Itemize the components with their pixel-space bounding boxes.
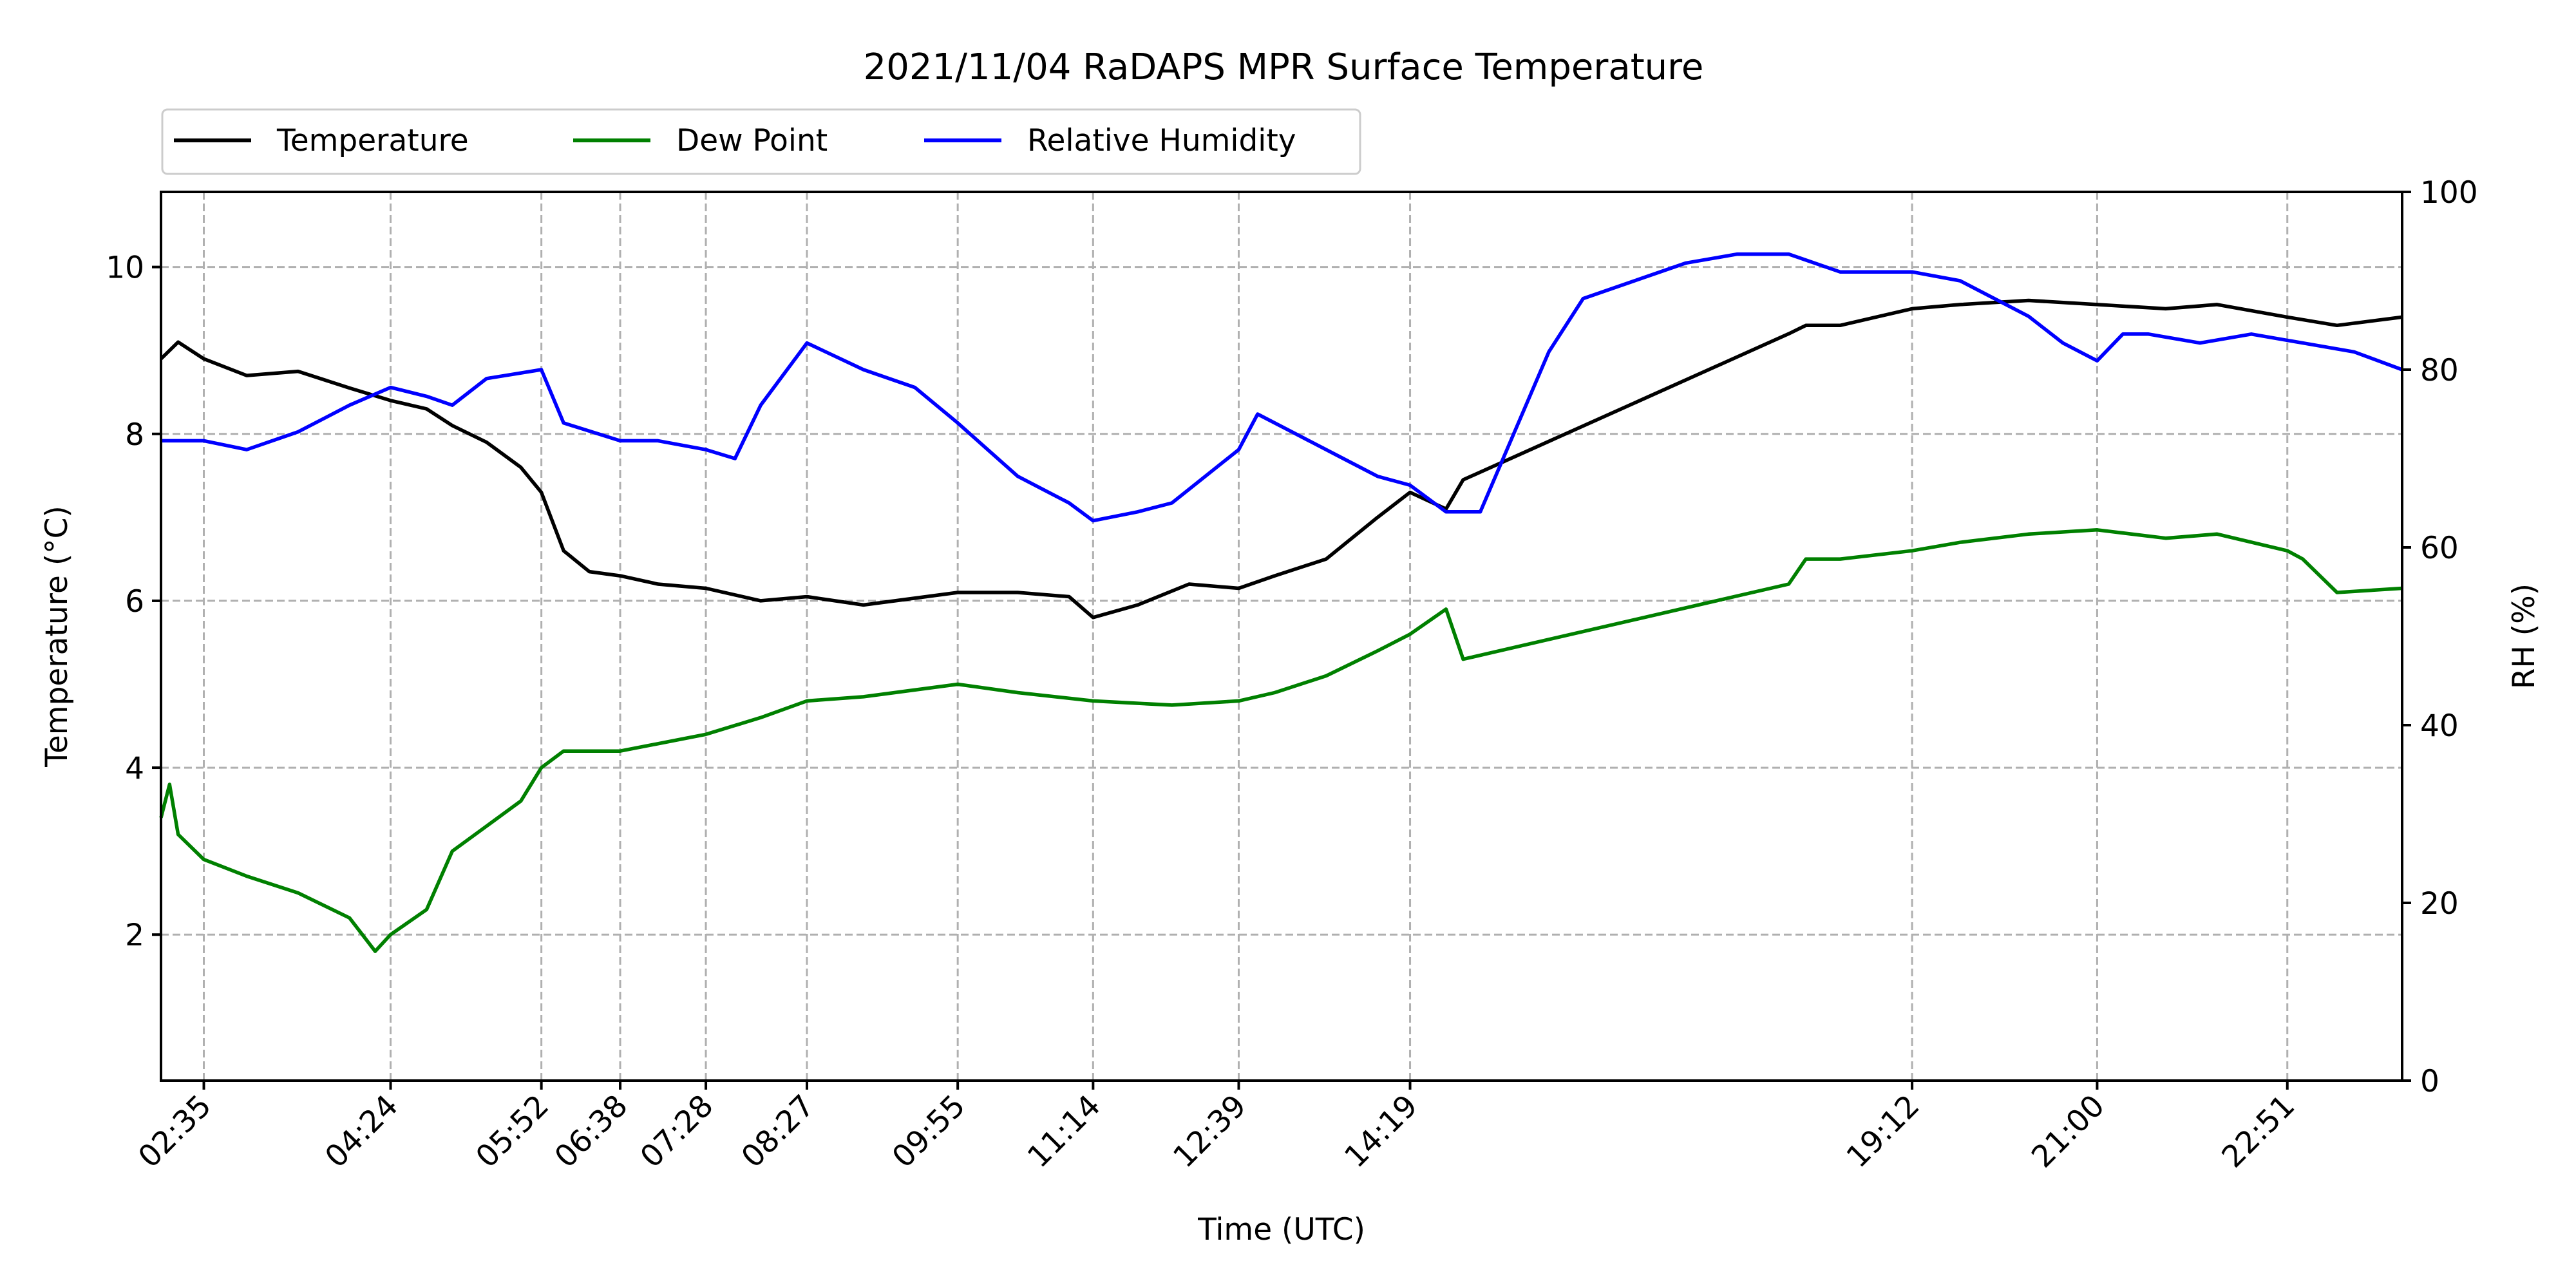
- y-tick-label: 4: [125, 751, 144, 786]
- y2-tick-label: 40: [2420, 708, 2459, 744]
- legend-label-relative-humidity: Relative Humidity: [1027, 123, 1296, 158]
- x-tick-label: 07:28: [634, 1088, 721, 1175]
- x-axis-label: Time (UTC): [1197, 1212, 1365, 1247]
- y2-tick-label: 80: [2420, 353, 2459, 388]
- y2-tick-label: 100: [2420, 175, 2478, 211]
- y2-tick-label: 60: [2420, 531, 2459, 566]
- y2-axis-label: RH (%): [2506, 583, 2542, 689]
- y2-tick-label: 20: [2420, 886, 2459, 922]
- x-tick-label: 22:51: [2215, 1088, 2302, 1175]
- y-tick-label: 10: [106, 251, 144, 286]
- y-axis-right: 0 20 40 60 80 100: [2402, 175, 2478, 1099]
- legend: Temperature Dew Point Relative Humidity: [161, 108, 1361, 175]
- series-line-temperature: [160, 298, 2403, 620]
- y-axis-left: 2 4 6 8 10: [106, 251, 161, 953]
- series-layer: [159, 252, 2403, 953]
- x-tick-label: 19:12: [1840, 1088, 1927, 1175]
- x-tick-label: 06:38: [548, 1088, 635, 1175]
- series-line-dew-point: [159, 528, 2403, 953]
- x-tick-label: 05:52: [469, 1088, 556, 1175]
- x-tick-label: 12:39: [1166, 1088, 1253, 1175]
- x-tick-label: 04:24: [318, 1088, 405, 1175]
- y-axis-label: Temperature (°C): [39, 506, 75, 768]
- y-tick-label: 2: [125, 918, 144, 953]
- y-tick-label: 8: [125, 417, 144, 453]
- plot-frame: [160, 191, 2403, 1082]
- x-tick-label: 08:27: [735, 1088, 822, 1175]
- legend-label-temperature: Temperature: [276, 123, 469, 158]
- y2-tick-label: 0: [2420, 1064, 2439, 1099]
- x-tick-label: 11:14: [1021, 1088, 1108, 1175]
- chart-title: 2021/11/04 RaDAPS MPR Surface Temperatur…: [864, 46, 1704, 88]
- x-tick-label: 02:35: [131, 1088, 218, 1175]
- x-tick-label: 14:19: [1338, 1088, 1425, 1175]
- x-tick-label: 09:55: [886, 1088, 972, 1175]
- legend-box: [161, 108, 1361, 175]
- grid: [161, 192, 2402, 1081]
- y-tick-label: 6: [125, 584, 144, 620]
- series-line-relative-humidity: [161, 252, 2403, 523]
- legend-label-dew-point: Dew Point: [676, 123, 828, 158]
- x-tick-label: 21:00: [2025, 1088, 2112, 1175]
